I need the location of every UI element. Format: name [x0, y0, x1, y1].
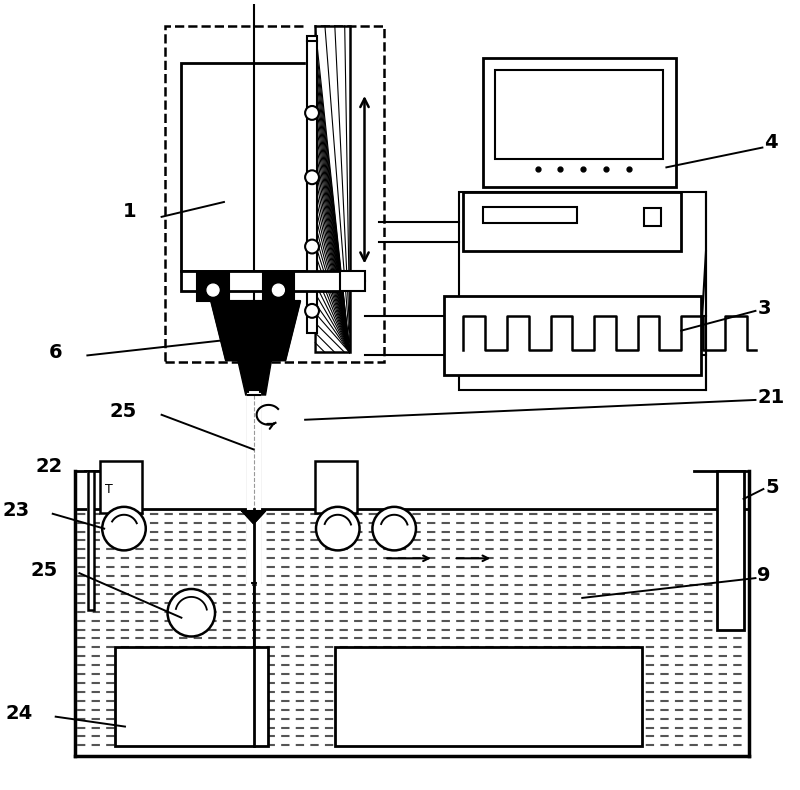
Text: 24: 24 — [6, 704, 33, 723]
Circle shape — [305, 106, 319, 120]
Text: 1: 1 — [123, 202, 137, 221]
Bar — [495, 70, 663, 160]
Circle shape — [273, 284, 284, 296]
Bar — [335, 647, 642, 747]
Circle shape — [167, 589, 215, 637]
Bar — [115, 647, 269, 747]
Bar — [165, 26, 384, 363]
Circle shape — [102, 507, 146, 551]
Text: 5: 5 — [766, 477, 779, 497]
Circle shape — [316, 507, 359, 551]
Bar — [100, 461, 142, 513]
Bar — [483, 207, 578, 223]
Text: 25: 25 — [30, 561, 58, 580]
Bar — [483, 58, 676, 187]
Bar — [458, 192, 706, 390]
Bar — [198, 273, 229, 301]
Bar — [262, 273, 294, 301]
Bar — [315, 461, 357, 513]
Bar — [444, 296, 701, 375]
Text: 22: 22 — [35, 457, 62, 476]
Text: 6: 6 — [49, 343, 62, 362]
Bar — [182, 271, 340, 291]
Circle shape — [305, 239, 319, 254]
Circle shape — [373, 507, 416, 551]
Text: T: T — [105, 483, 113, 495]
Bar — [717, 471, 743, 630]
Polygon shape — [211, 301, 300, 360]
Polygon shape — [242, 511, 266, 524]
Text: 4: 4 — [764, 133, 778, 152]
Text: 23: 23 — [3, 502, 30, 521]
Circle shape — [305, 171, 319, 184]
Text: 3: 3 — [758, 299, 771, 318]
Bar — [340, 271, 365, 291]
Bar — [182, 63, 310, 271]
Bar — [248, 390, 259, 583]
Circle shape — [207, 284, 219, 296]
Circle shape — [305, 304, 319, 318]
Polygon shape — [238, 360, 271, 395]
Bar — [315, 26, 350, 352]
Text: 9: 9 — [758, 566, 771, 585]
Bar — [88, 471, 94, 610]
Text: 21: 21 — [758, 389, 785, 408]
Bar — [307, 36, 317, 333]
Bar — [644, 208, 662, 226]
Text: 25: 25 — [110, 402, 137, 421]
Bar — [463, 192, 682, 251]
